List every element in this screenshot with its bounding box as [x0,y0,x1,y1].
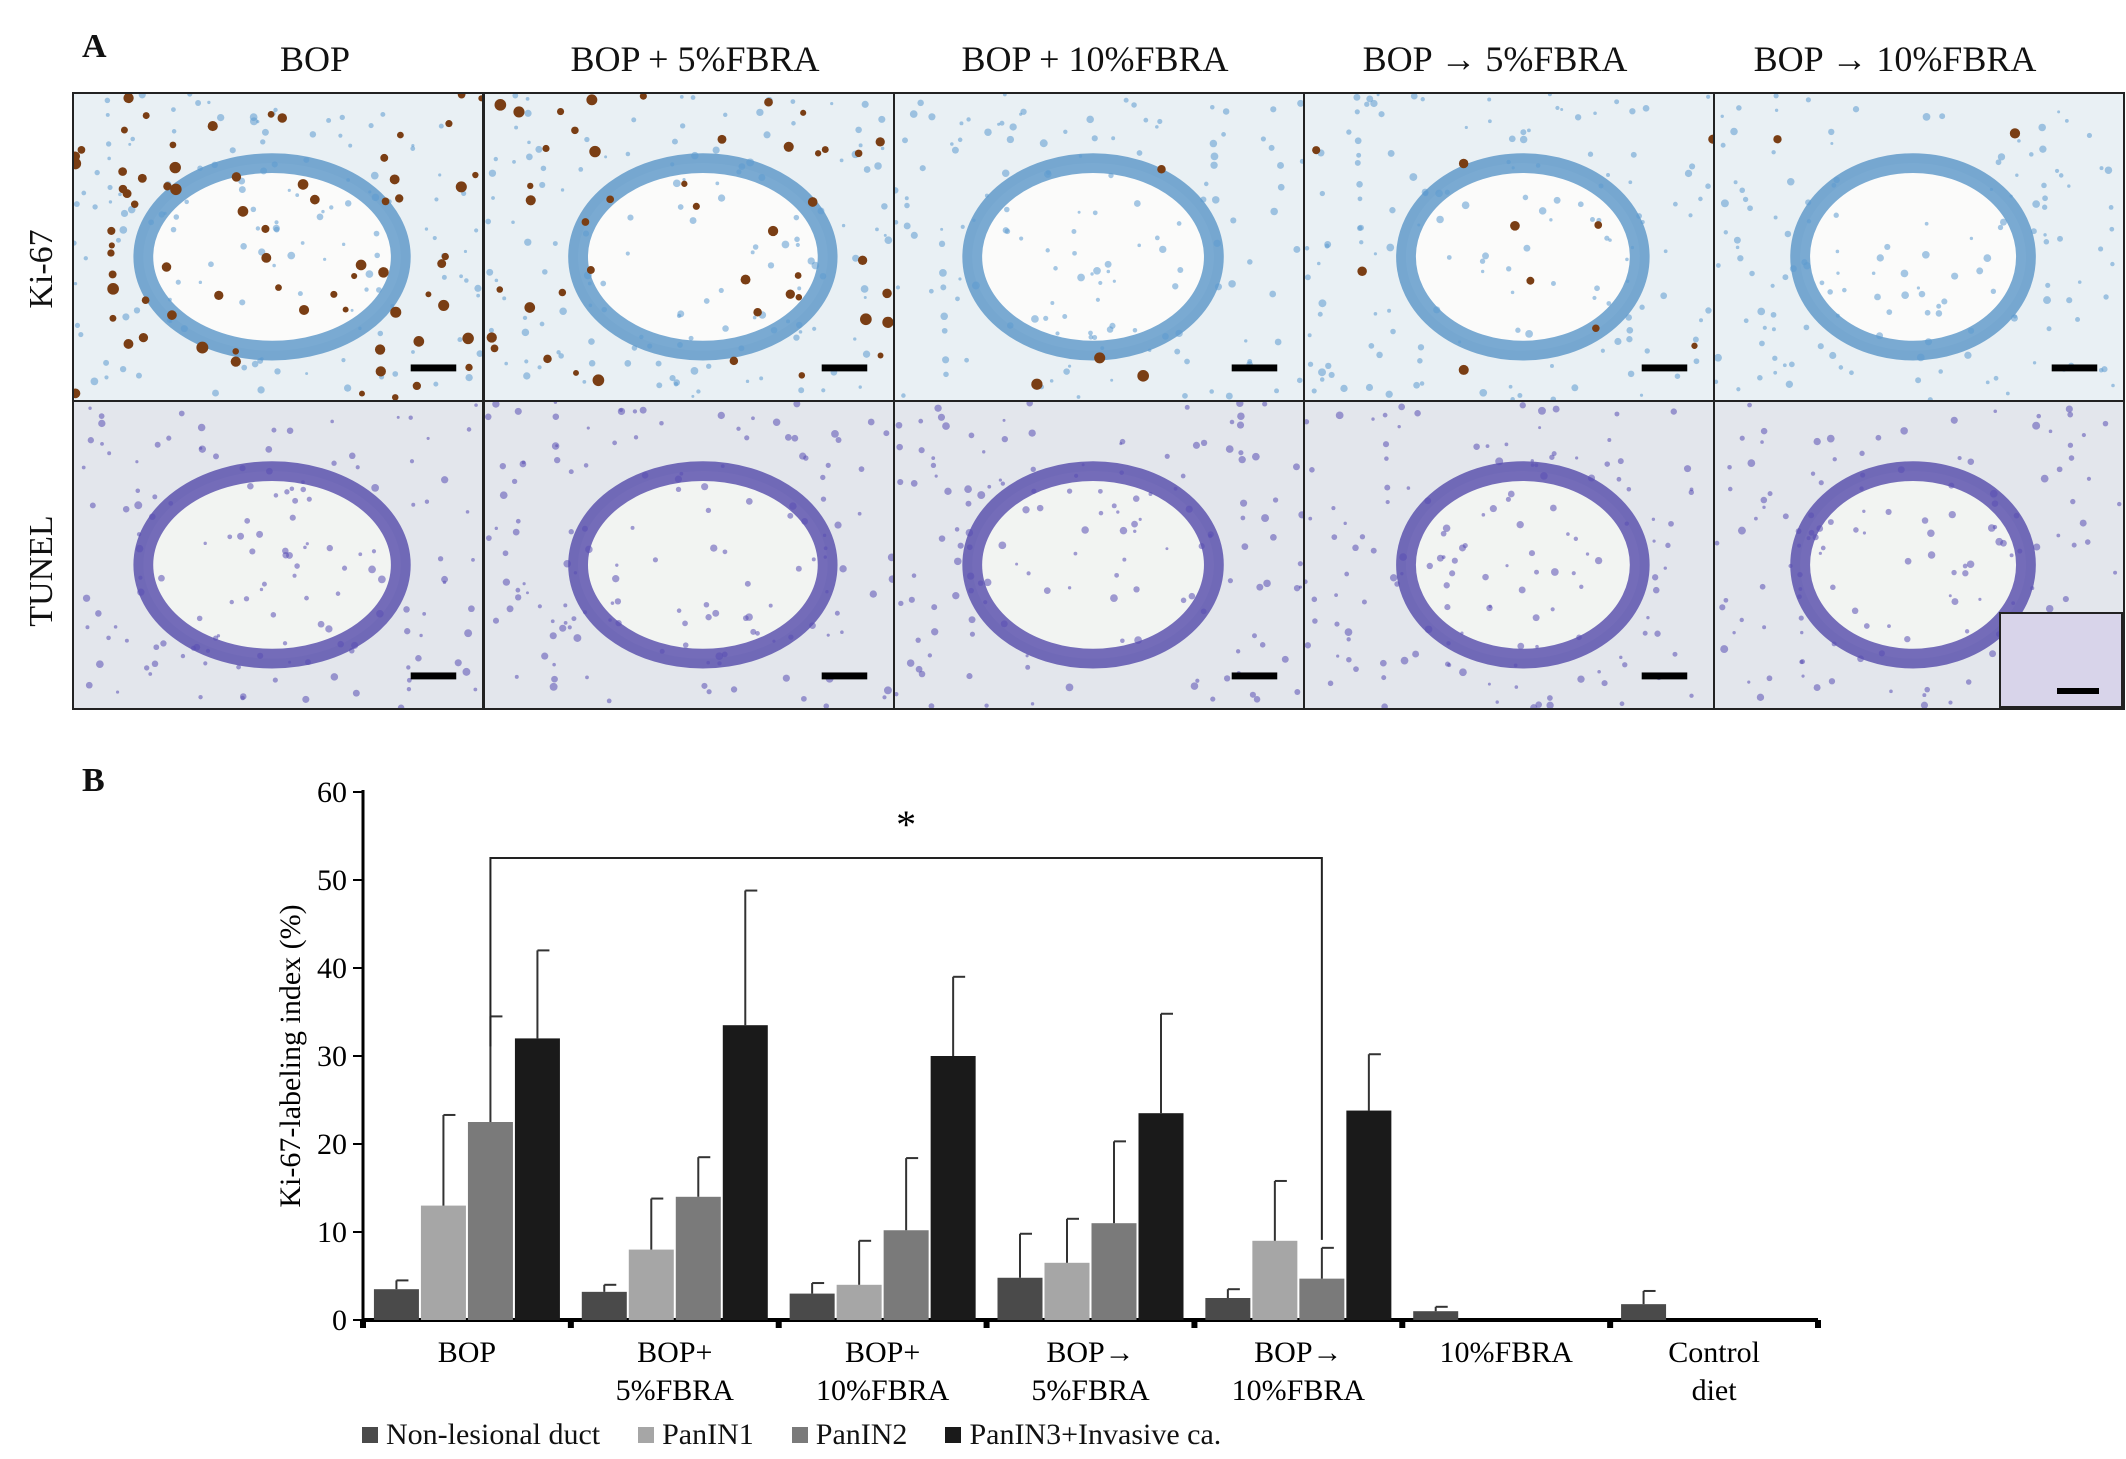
bar [1413,1311,1459,1320]
bar [1138,1113,1184,1320]
bar [514,1038,560,1320]
bar [1252,1240,1298,1320]
bar [467,1122,513,1320]
y-tick-label: 20 [317,1128,347,1161]
ki67-micrograph [893,92,1305,402]
column-header-bop: BOP [279,39,351,79]
legend-swatch [638,1427,655,1443]
tunel-micrograph [483,400,895,710]
x-tick-label: BOP [438,1336,496,1369]
y-tick-label: 10 [317,1216,347,1249]
x-tick-label: Control diet [1668,1336,1760,1407]
legend-swatch [791,1427,808,1443]
legend-swatch [362,1427,378,1443]
column-header-bop-then-5fbra: BOP → 5%FBRA [1362,39,1628,79]
ki67-micrograph [483,92,895,402]
y-tick-label: 40 [317,952,347,985]
y-tick-label: 0 [332,1304,347,1337]
significance-bracket [489,857,1323,1240]
bar [1621,1304,1667,1320]
ki67-micrograph [72,92,484,402]
row-label-ki67: Ki-67 [23,229,60,309]
inset-scale-bar [2057,688,2099,694]
x-tick-label: BOP→ 10%FBRA [1232,1336,1366,1407]
tunel-micrograph [893,400,1305,710]
legend-item-panin2: PanIN2 [791,1418,908,1452]
tunel-micrograph [1713,400,2125,710]
column-header-bop-10fbra: BOP + 10%FBRA [961,39,1229,79]
tunel-micrograph [1303,400,1715,710]
legend-item-panin3: PanIN3+Invasive ca. [945,1418,1221,1452]
bar [836,1284,882,1320]
legend-label: Non-lesional duct [386,1418,601,1451]
y-axis-label: Ki-67-labeling index (%) [274,904,307,1207]
bar [1299,1278,1345,1320]
significance-star: * [896,802,916,847]
legend-label: PanIN1 [662,1418,754,1451]
bar [420,1205,466,1320]
bar [1091,1223,1137,1320]
row-label-tunel: TUNEL [23,515,60,627]
bar [1346,1110,1392,1320]
x-tick-label: 10%FBRA [1440,1336,1574,1369]
panel-a-letter: A [82,28,107,65]
legend-label: PanIN2 [815,1418,908,1451]
x-tick-label: BOP+ 5%FBRA [616,1336,735,1407]
bar [883,1230,929,1320]
y-tick-label: 50 [317,864,347,897]
bar [997,1277,1043,1320]
bar [1205,1298,1251,1320]
legend-item-non-lesional: Non-lesional duct [362,1418,600,1452]
column-header-bop-5fbra: BOP + 5%FBRA [570,39,820,79]
column-header-bop-then-10fbra: BOP → 10%FBRA [1753,39,2037,79]
panel-b-letter: B [82,762,105,799]
legend-label: PanIN3+Invasive ca. [969,1418,1222,1451]
y-tick-label: 60 [317,776,347,809]
legend-swatch [945,1427,962,1443]
legend-item-panin1: PanIN1 [638,1418,754,1452]
ki67-bar-chart: 0 10 20 30 40 50 60 Ki-67-labeling index (%) BOP… [274,776,1821,1407]
bar [1044,1262,1090,1320]
bar [373,1289,419,1320]
ki67-micrograph [1303,92,1715,402]
tunel-micrograph [72,400,484,710]
ki67-micrograph [1713,92,2125,402]
bar [930,1056,976,1320]
bar [675,1196,721,1320]
bar [581,1291,627,1320]
x-tick-label: BOP+ 10%FBRA [816,1336,950,1407]
chart-legend: Non-lesional duct PanIN1 PanIN2 PanIN3+I… [362,1418,1221,1452]
x-tick-label: BOP→ 5%FBRA [1031,1336,1150,1407]
bar [628,1249,674,1320]
bar [722,1025,768,1320]
bar [789,1293,835,1320]
tunel-inset [1999,612,2123,708]
y-tick-label: 30 [317,1040,347,1073]
